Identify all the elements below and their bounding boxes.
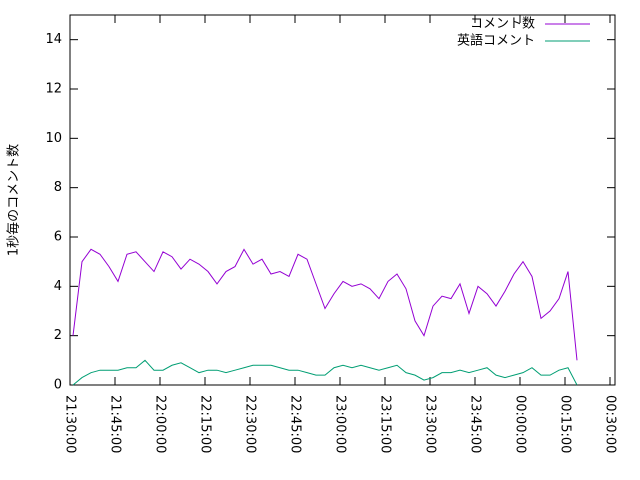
series-line <box>72 248 578 361</box>
x-tick-label: 22:45:00 <box>288 395 303 453</box>
legend-label: 英語コメント <box>457 33 535 49</box>
plot-frame <box>69 14 616 386</box>
y-tick-label: 0 <box>54 378 62 393</box>
x-tick-label: 00:30:00 <box>603 395 618 453</box>
series-line <box>72 359 578 386</box>
legend-label: コメント数 <box>470 17 535 32</box>
y-tick-label: 10 <box>45 131 62 146</box>
x-tick-label: 23:15:00 <box>378 395 393 453</box>
x-tick-label: 23:30:00 <box>423 395 438 453</box>
y-tick-label: 12 <box>45 82 62 97</box>
y-axis-label: 1秒毎のコメント数 <box>6 144 22 256</box>
y-tick-label: 4 <box>54 279 62 294</box>
y-tick-label: 6 <box>54 230 62 245</box>
y-tick-label: 2 <box>54 328 62 343</box>
x-tick-label: 00:00:00 <box>513 395 528 453</box>
x-tick-label: 23:00:00 <box>333 395 348 453</box>
x-tick-label: 23:45:00 <box>468 395 483 453</box>
x-tick-label: 21:30:00 <box>63 395 78 453</box>
y-tick-label: 8 <box>54 180 62 195</box>
x-tick-label: 22:15:00 <box>198 395 213 453</box>
y-tick-label: 14 <box>45 32 62 47</box>
x-tick-label: 22:30:00 <box>243 395 258 453</box>
x-tick-label: 21:45:00 <box>108 395 123 453</box>
x-tick-label: 22:00:00 <box>153 395 168 453</box>
x-tick-label: 00:15:00 <box>558 395 573 453</box>
